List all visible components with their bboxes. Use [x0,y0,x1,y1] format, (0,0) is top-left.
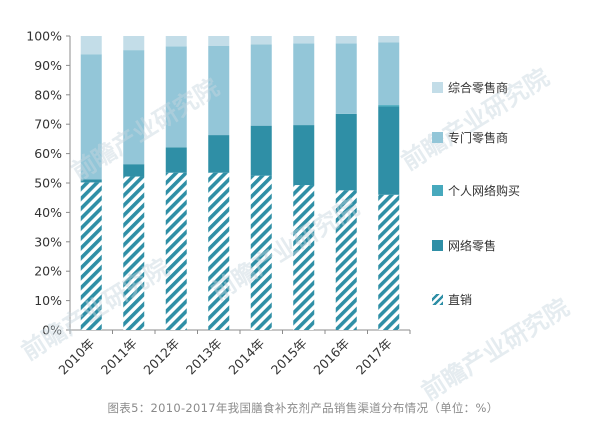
bar-segment [293,185,315,330]
bar-segment [123,50,145,165]
bar-segment [335,36,357,44]
bar-segment [80,36,102,55]
x-tick-label: 2016年 [310,336,352,378]
x-tick-label: 2015年 [268,336,310,378]
legend-label: 直销 [448,292,473,307]
bar-segment [293,125,315,186]
y-tick-label: 60% [34,146,62,161]
bar-segment [293,43,315,126]
bar-segment [165,46,187,148]
bar-segment [165,172,187,330]
bar-segment [165,147,187,173]
bar-segment [208,172,230,330]
legend-label: 个人网络购买 [448,183,521,198]
bar-segment [250,36,272,45]
y-tick-label: 10% [34,293,62,308]
bar-segment [208,135,230,173]
legend-label: 综合零售商 [448,80,509,95]
bar-segment [378,42,400,106]
legend-item: 直销 [432,292,473,307]
bar-segment [378,194,400,330]
legend-item: 个人网络购买 [432,183,521,198]
bar-segment [335,190,357,330]
y-tick-label: 70% [34,117,62,132]
legend-swatch [432,239,443,251]
bar-segment [335,113,357,191]
x-axis-labels: 2010年 2011年 2012年 2013年 2014年 2015年 2016年 2017年 [55,336,394,378]
stacked-bar-chart: 0%10%20%30%40%50%60%70%80%90%100% 2010年 2… [26,29,411,378]
bar-segment [80,182,102,330]
bars [80,36,400,330]
bar-segment [80,54,102,180]
bar-segment [165,36,187,47]
legend-swatch [432,184,443,196]
bar-segment [123,164,145,177]
legend-item: 网络零售 [432,238,497,253]
bar-segment [123,176,145,330]
bar-segment [378,106,400,195]
y-tick-label: 100% [26,29,62,44]
legend-label: 专门零售商 [448,130,509,145]
y-tick-label: 30% [34,234,62,249]
x-tick-label: 2011年 [98,336,140,378]
legend-swatch [432,131,443,143]
chart-caption: 图表5：2010-2017年我国膳食补充剂产品销售渠道分布情况（单位：%） [107,401,499,415]
legend-swatch [432,293,443,305]
y-tick-label: 50% [34,176,62,191]
bar-segment [250,44,272,126]
bar-segment [378,105,400,107]
bar-segment [378,36,400,43]
legend-swatch [432,81,443,93]
x-tick-label: 2010年 [55,336,97,378]
x-tick-label: 2013年 [183,336,225,378]
x-tick-label: 2012年 [140,336,182,378]
bar-segment [293,36,315,44]
bar-segment [123,36,145,51]
legend-label: 网络零售 [448,238,497,253]
bar-segment [208,36,230,46]
bar-segment [335,43,357,114]
y-tick-label: 40% [34,205,62,220]
bar-segment [208,45,230,136]
legend-item: 专门零售商 [432,130,509,145]
legend: 综合零售商专门零售商个人网络购买 网络零售直销 [432,80,592,340]
y-tick-label: 80% [34,87,62,102]
y-tick-label: 90% [34,58,62,73]
bar-segment [250,175,272,330]
y-tick-label: 0% [42,323,62,338]
axes: 0% 10% 20% 30% 40% 50% 60% 70% 80% 90% 100% [26,29,411,338]
legend-item: 综合零售商 [432,80,509,95]
bar-segment [80,179,102,183]
x-tick-label: 2014年 [225,336,267,378]
bar-segment [250,125,272,176]
x-tick-label: 2017年 [353,336,395,378]
y-tick-label: 20% [34,264,62,279]
